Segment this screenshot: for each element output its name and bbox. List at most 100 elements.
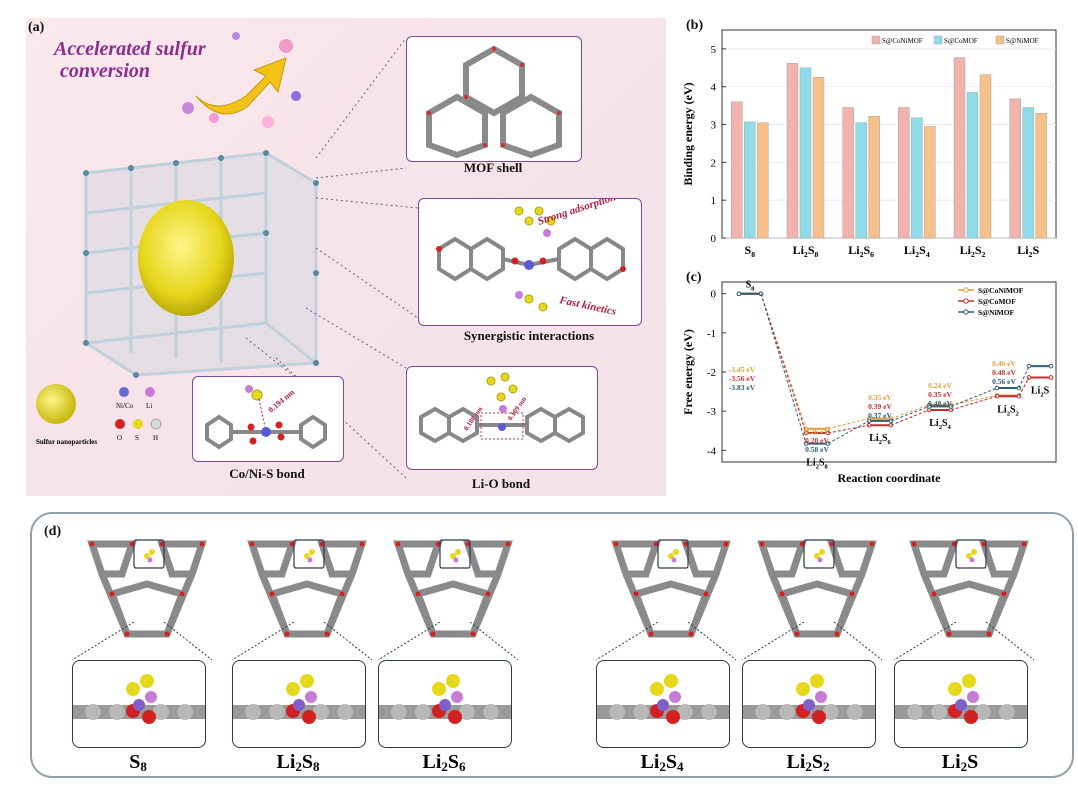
structure-label-Li2S6: Li2S6 [422,751,466,774]
connector-S@CoMOF [760,293,807,434]
binding-energy-chart: 0 1 2 3 4 5 Binding energy (eV) S8 Li2S8 Li2S6 Li2… [681,29,1057,259]
legend-marker-S@NiMOF [963,309,969,315]
headline-line2: conversion [60,60,150,82]
bar-Li2S6-S@CoMOF [855,122,867,239]
step-label: -3.45 eV [729,365,756,374]
acceleration-arrow-icon [182,32,301,128]
species-label-Li2S4: Li2S4 [929,418,951,431]
bar-Li2S4-S@NiMOF [924,126,936,239]
zoom-structure [73,674,205,724]
connector-S@CoNiMOF [890,404,930,420]
li-o-box: 0.188 nm 0.189 nm [406,366,598,470]
y-axis-label: Free energy (eV) [681,329,695,415]
zoom-structure [895,674,1027,724]
level-point [1048,375,1054,380]
connector-S@CoNiMOF [827,418,870,430]
structure-label-text: Li2S4 [640,751,684,774]
legend-label-S@CoNiMOF: S@CoNiMOF [882,37,923,45]
legend-label-S@CoNiMOF: S@CoNiMOF [978,286,1024,295]
connector-S@CoNiMOF [760,293,807,429]
panel-a-label: (a) [28,20,45,35]
y-tick-label: 0 [711,233,717,245]
legend-label-S@CoMOF: S@CoMOF [978,297,1016,306]
y-tick-label: 1 [711,195,717,207]
panel-d-label: (d) [44,524,62,539]
bar-Li2S8-S@CoNiMOF [786,63,799,239]
structure-label-S8: S8 [129,751,147,774]
connector-S@NiMOF [1018,365,1030,389]
legend-swatch-S@CoNiMOF [871,35,881,45]
legend-marker-S@CoMOF [963,298,969,304]
step-label: -3.83 eV [729,383,756,392]
structure-label-Li2S2: Li2S2 [786,751,829,774]
step-label: -3.56 eV [729,374,756,383]
level-point [736,291,742,297]
panel-c-label: (c) [686,270,702,285]
legend-label-S@NiMOF: S@NiMOF [1006,37,1039,45]
connector-S@NiMOF [890,405,930,422]
mof-adsorption-structure-Li2S2 [757,539,877,638]
legend-h: H [153,434,158,442]
mof-adsorption-structure-Li2S4 [611,539,731,638]
mof-shell-structure [426,45,562,159]
connector-S@CoMOF [827,424,870,434]
mof-adsorption-structure-Li2S8 [247,539,367,638]
structure-label-text: Li2S2 [786,751,829,774]
connector-S@CoNiMOF [950,394,998,406]
sulfur-np-icon [36,384,76,424]
fast-kinetics-label: Fast kinetics [557,294,617,318]
structure-label-text: S8 [129,751,147,774]
ni-co-atom-icon [119,387,129,397]
legend-ni-co: Ni/Co [116,402,134,410]
highlight-box [955,539,987,569]
legend-s: S [135,434,139,442]
bar-Li2S2-S@NiMOF [979,74,992,239]
structure-label-text: Li2S8 [276,751,320,774]
zoom-structure [743,674,875,724]
li-atom-icon [145,387,155,397]
species-label-Li2S8: Li2S8 [806,458,828,471]
highlight-box [293,539,325,569]
zoom-lines [741,622,883,661]
headline-line1: Accelerated sulfur [54,38,206,60]
highlight-box [657,539,689,569]
zoom-box-Li2S4 [596,660,730,748]
bond-length-0194: 0.194 nm [267,387,297,414]
bar-Li2S6-S@NiMOF [868,116,880,239]
legend-marker-S@CoNiMOF [963,287,969,293]
li-o-structure: 0.188 nm 0.189 nm [419,372,585,444]
step-label: 0.48 eV [992,368,1016,377]
legend-label-S@NiMOF: S@NiMOF [978,308,1015,317]
legend-swatch-S@CoMOF [933,35,943,45]
level-point [866,422,872,428]
step-label: 0.35 eV [928,390,952,399]
co-ni-s-box: 0.194 nm [192,376,344,462]
level-point [1048,363,1054,369]
structure-label-text: Li2S [942,751,979,774]
bar-Li2S8-S@CoMOF [799,67,812,239]
species-label-Li2S6: Li2S6 [869,433,891,446]
connector-S@NiMOF [760,293,807,444]
highlight-box [439,539,471,569]
bar-Li2S2-S@CoMOF [966,92,979,239]
connector-S@NiMOF [827,420,870,445]
legend-swatch-S@NiMOF [995,35,1005,45]
step-label: 0.26 eV [805,427,829,436]
caption-li-o: Li-O bond [471,476,531,491]
zoom-lines [231,622,373,661]
y-tick-label: 0 [711,289,717,301]
mof-shell-box [406,36,582,162]
x-tick-label-Li2S: Li2S [1017,243,1039,259]
free-energy-chart: 0 -1 -2 -3 -4 Free energy (eV) Reaction coordi… [681,280,1057,485]
step-label: 0.37 eV [868,411,892,420]
zoom-box-Li2S8 [232,660,366,748]
synergistic-structure: Strong adsorption Fast kinetics [436,191,626,318]
bar-Li2S-S@NiMOF [1035,112,1047,239]
legend-o: O [117,434,122,442]
mof-cage-illustration [83,150,319,378]
connector-S@CoMOF [1018,377,1030,397]
level-point [994,393,1000,399]
legend-label-S@CoMOF: S@CoMOF [944,37,978,45]
leader-lines [245,37,419,479]
zoom-lines [377,622,519,661]
